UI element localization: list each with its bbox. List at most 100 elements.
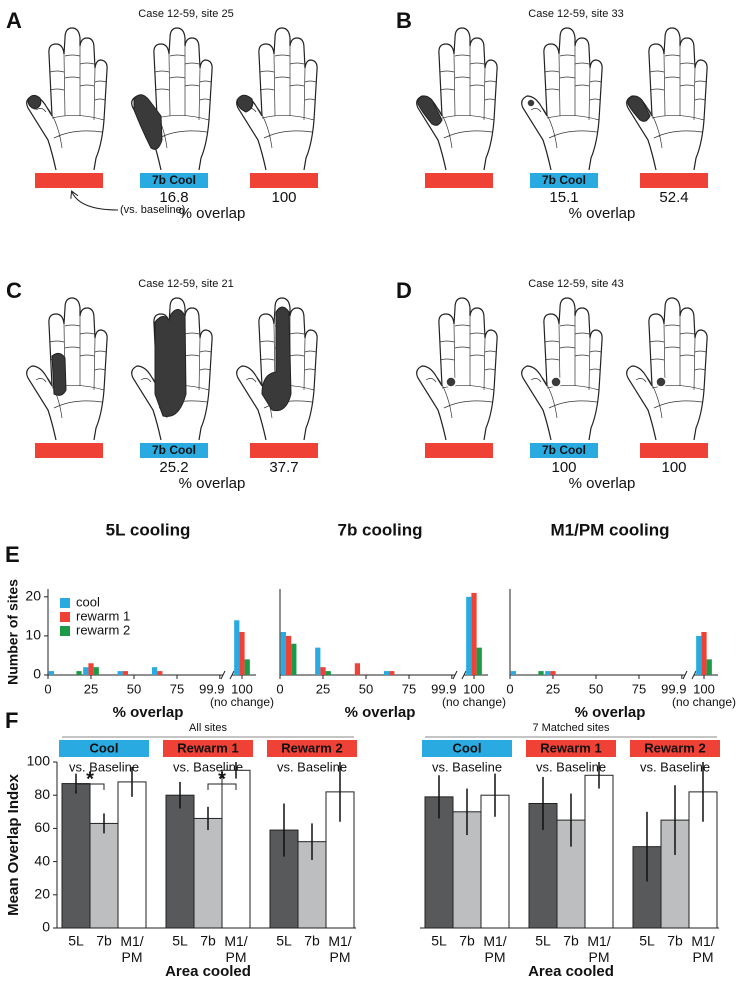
bar xyxy=(688,791,718,929)
hand xyxy=(521,27,603,170)
y-tick-label: 20 xyxy=(34,886,50,902)
hand xyxy=(626,27,708,170)
x-tick-label: 100 xyxy=(463,681,485,696)
axis-break xyxy=(452,670,467,680)
bar xyxy=(315,647,321,675)
overlap-value: 16.8 xyxy=(159,189,188,206)
panel-letter: E xyxy=(5,542,20,567)
bar xyxy=(157,671,163,675)
bar xyxy=(285,635,292,675)
bar xyxy=(193,817,223,929)
overlap-label: % overlap xyxy=(569,475,636,492)
bar xyxy=(89,822,119,929)
significance-bracket xyxy=(207,783,237,790)
condition-label: 7b Cool xyxy=(152,443,196,457)
axis-break xyxy=(220,670,235,680)
group-box xyxy=(422,740,512,757)
bar xyxy=(466,596,472,675)
group-box xyxy=(267,740,357,757)
bar xyxy=(165,794,195,929)
group-note: vs. Baseline xyxy=(432,759,502,774)
hand xyxy=(626,297,708,440)
x-tick-label: M1/PM xyxy=(691,933,714,965)
receptive-field xyxy=(236,94,254,113)
bar xyxy=(701,632,707,675)
x-tick-label: 99.9 xyxy=(661,681,686,696)
bar xyxy=(325,671,331,675)
group-note: vs. Baseline xyxy=(640,759,710,774)
x-tick-label: M1/PM xyxy=(587,933,610,965)
panel-letter: F xyxy=(5,708,18,733)
x-tick-label: 99.9 xyxy=(199,681,224,696)
x-axis-label: % overlap xyxy=(575,704,646,721)
hand xyxy=(26,297,108,440)
chart-title: 7b cooling xyxy=(338,520,423,539)
hand xyxy=(236,297,318,440)
x-tick-label: 100 xyxy=(693,681,715,696)
y-tick-label: 60 xyxy=(34,819,50,835)
x-tick-label: 100 xyxy=(231,681,253,696)
bar xyxy=(510,671,516,675)
hand xyxy=(26,27,108,170)
hand-outline xyxy=(26,297,108,440)
x-tick-label: 0 xyxy=(506,681,513,696)
x-tick-label: 7b xyxy=(459,933,475,949)
bar xyxy=(706,659,712,675)
bar xyxy=(234,620,240,675)
chart-title: 5L cooling xyxy=(106,520,191,539)
bar xyxy=(389,671,395,675)
x-tick-label: 25 xyxy=(316,681,330,696)
condition-bar xyxy=(35,443,103,458)
receptive-field xyxy=(133,94,163,150)
bar xyxy=(424,796,454,929)
hand xyxy=(521,297,603,440)
x-tick-label: 50 xyxy=(359,681,373,696)
bar xyxy=(239,632,245,675)
group-box xyxy=(526,740,616,757)
hand-outline xyxy=(416,297,498,440)
receptive-field xyxy=(154,309,187,418)
bar xyxy=(117,671,123,675)
x-tick-label: 7b xyxy=(96,933,112,949)
hand xyxy=(416,297,498,440)
condition-bar xyxy=(35,173,103,188)
y-tick-label: 20 xyxy=(25,588,41,604)
group-label: Cool xyxy=(90,740,119,755)
condition-bar xyxy=(530,173,598,188)
legend-label: rewarm 1 xyxy=(76,608,130,623)
group-box xyxy=(59,740,149,757)
bar xyxy=(476,647,482,675)
bar xyxy=(354,663,361,675)
x-note: (no change) xyxy=(442,695,506,709)
x-tick-label: M1/PM xyxy=(120,933,143,965)
x-note: (no change) xyxy=(672,695,736,709)
case-label: Case 12-59, site 43 xyxy=(528,278,623,290)
hand-outline xyxy=(626,297,708,440)
chart-title: M1/PM cooling xyxy=(551,520,670,539)
x-tick-label: 75 xyxy=(402,681,416,696)
x-tick-label: 75 xyxy=(170,681,184,696)
x-tick-label: 50 xyxy=(589,681,603,696)
x-tick-label: 75 xyxy=(632,681,646,696)
y-tick-label: 100 xyxy=(27,753,51,769)
hand xyxy=(416,27,498,170)
bar xyxy=(221,769,251,929)
bar xyxy=(383,671,390,675)
x-tick-label: 7b xyxy=(667,933,683,949)
overlap-label: % overlap xyxy=(569,205,636,222)
panel-letter: D xyxy=(396,278,412,303)
condition-bar xyxy=(140,443,208,458)
case-label: Case 12-59, site 33 xyxy=(528,8,623,20)
bar xyxy=(480,794,510,929)
x-tick-label: 5L xyxy=(639,933,655,949)
bar xyxy=(76,671,82,675)
significance-mark: * xyxy=(86,768,94,790)
x-tick-label: 25 xyxy=(546,681,560,696)
legend-swatch xyxy=(60,626,70,636)
case-label: Case 12-59, site 25 xyxy=(138,8,233,20)
significance-bracket xyxy=(75,783,105,790)
y-axis-label: Mean Overlap Index xyxy=(5,773,22,915)
bar xyxy=(696,635,702,675)
bar xyxy=(83,667,89,675)
